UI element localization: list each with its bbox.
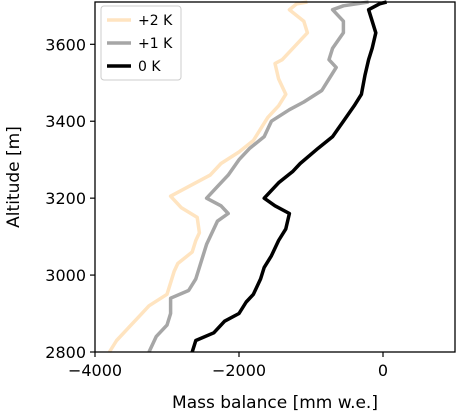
y-axis-label: Altitude [m] [4,126,24,228]
series-lines [107,0,388,353]
y-tick-label: 3400 [45,112,86,131]
legend: +2 K +1 K 0 K [100,5,182,81]
y-tick-label: 3600 [45,35,86,54]
legend-box [100,5,182,81]
x-tick-label: −4000 [68,361,122,380]
series-line-0 [107,0,310,353]
legend-label-2: 0 K [138,59,161,75]
y-tick-label: 3200 [45,189,86,208]
legend-label-1: +1 K [138,36,173,52]
legend-label-0: +2 K [138,13,173,29]
y-axis-ticks: 2800 3000 3200 3400 3600 [45,35,95,362]
series-line-1 [147,0,369,353]
y-tick-label: 3000 [45,266,86,285]
x-axis-ticks: −4000 −2000 0 [68,352,388,380]
x-tick-label: −2000 [212,361,266,380]
y-tick-label: 2800 [45,343,86,362]
x-axis-label: Mass balance [mm w.e.] [172,393,378,413]
plot-frame [94,1,456,353]
x-tick-label: 0 [378,361,388,380]
series-line-2 [190,0,388,353]
